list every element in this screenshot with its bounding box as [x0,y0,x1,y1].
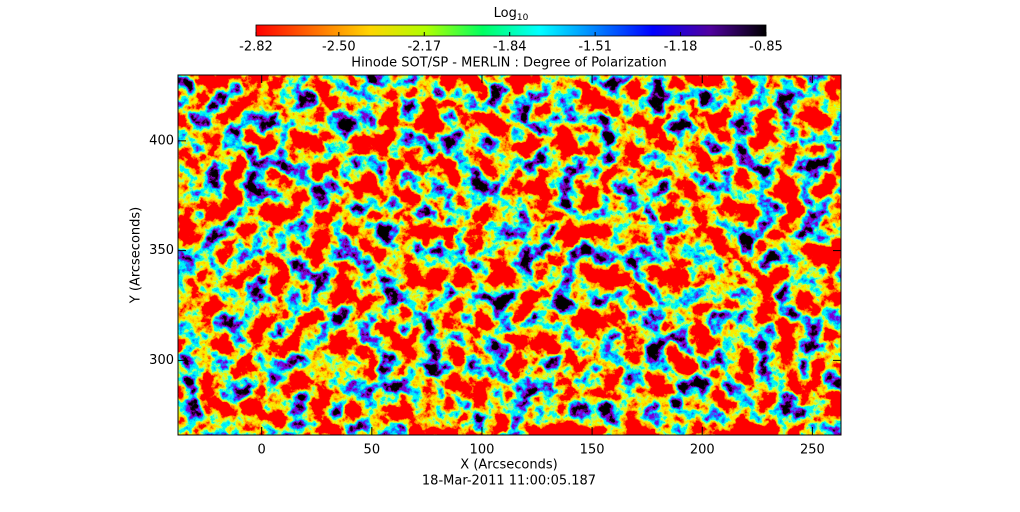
colorbar-tick-label: -1.18 [664,40,698,55]
y-tick-label: 300 [149,353,174,368]
x-tick-label: 50 [364,443,381,458]
x-tick-label: 0 [258,443,266,458]
colorbar-tick-label: -0.85 [749,40,783,55]
colorbar-tick-label: -1.51 [578,40,612,55]
colorbar-tick-label: -2.82 [239,40,273,55]
heatmap-image [178,75,841,435]
x-tick-label: 200 [690,443,715,458]
x-tick-label: 250 [800,443,825,458]
colorbar-tick-label: -2.17 [407,40,441,55]
x-axis-label: X (Arcseconds) [460,458,557,473]
colorbar-tick-label: -1.84 [493,40,527,55]
colorbar [255,24,767,37]
plot-frame [177,74,842,436]
chart-title: Hinode SOT/SP - MERLIN : Degree of Polar… [351,56,666,71]
y-axis-label: Y (Arcseconds) [129,207,144,304]
footnote: 18-Mar-2011 11:00:05.187 [422,474,596,489]
colorbar-label-main: Log [494,6,517,21]
y-tick-label: 400 [149,133,174,148]
colorbar-tick-label: -2.50 [322,40,356,55]
x-tick-label: 100 [470,443,495,458]
colorbar-label-sub: 10 [517,13,529,23]
x-tick-label: 150 [580,443,605,458]
y-tick-label: 350 [149,243,174,258]
colorbar-label: Log10 [494,6,529,23]
